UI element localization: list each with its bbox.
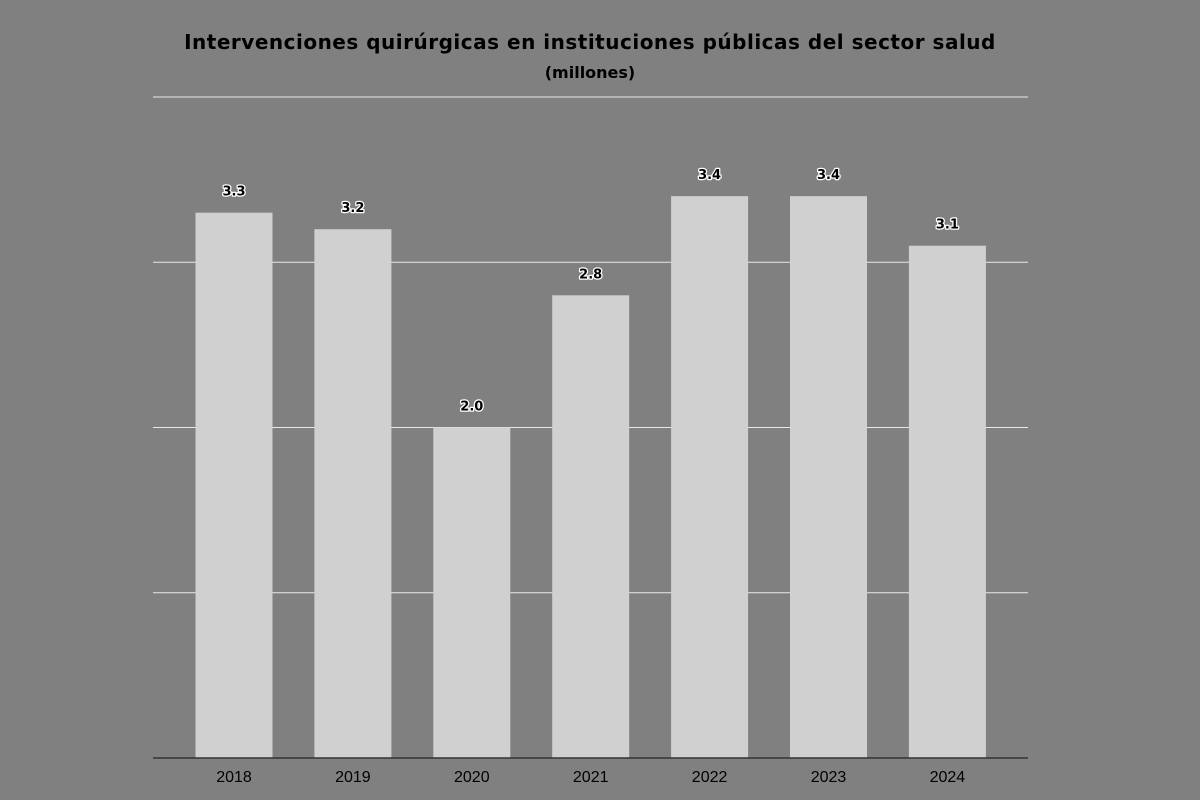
bar (671, 196, 749, 758)
bar (552, 295, 630, 758)
x-tick-label: 2020 (454, 769, 490, 786)
x-tick-label: 2023 (811, 769, 847, 786)
data-label: 3.3 (222, 185, 245, 200)
data-label: 3.4 (698, 168, 721, 183)
bar (790, 196, 867, 758)
data-label: 2.0 (460, 400, 483, 415)
bar (314, 229, 392, 758)
chart-title: Intervenciones quirúrgicas en institucio… (184, 30, 996, 54)
x-tick-label: 2019 (335, 769, 371, 786)
x-tick-label: 2021 (573, 769, 609, 786)
x-tick-label: 2024 (930, 769, 966, 786)
data-label: 3.2 (341, 201, 364, 216)
bar (433, 427, 511, 758)
bar (908, 245, 986, 759)
data-label: 2.8 (579, 267, 602, 282)
data-label: 3.1 (936, 218, 959, 233)
x-tick-label: 2022 (692, 769, 728, 786)
data-label: 3.4 (817, 168, 840, 183)
chart-subtitle: (millones) (544, 63, 636, 82)
bar (195, 212, 273, 759)
x-tick-label: 2018 (216, 769, 252, 786)
